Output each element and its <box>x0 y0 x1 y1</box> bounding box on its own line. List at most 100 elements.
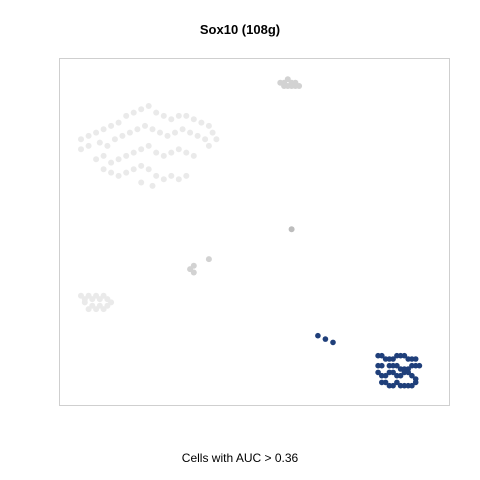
scatter-point-below-threshold-36 <box>202 136 209 143</box>
plot-frame <box>59 58 450 406</box>
scatter-point-below-threshold-80 <box>100 306 107 313</box>
scatter-point-below-threshold-41 <box>115 156 122 163</box>
scatter-point-above-threshold-13 <box>412 356 419 362</box>
scatter-point-below-threshold-1 <box>85 132 92 139</box>
scatter-point-below-threshold-15 <box>190 116 197 123</box>
scatter-point-below-threshold-4 <box>108 122 115 129</box>
scatter-point-below-threshold-35 <box>194 132 201 139</box>
scatter-point-above-threshold-29 <box>390 369 396 376</box>
scatter-point-below-threshold-49 <box>175 146 182 153</box>
scatter-point-below-threshold-43 <box>130 149 137 156</box>
scatter-point-above-threshold-15 <box>379 362 385 369</box>
scatter-point-above-threshold-33 <box>405 369 412 376</box>
scatter-point-above-threshold-39 <box>390 382 396 389</box>
scatter-point-above-threshold-4 <box>379 352 385 359</box>
scatter-point-below-threshold-26 <box>126 129 133 136</box>
scatter-point-below-threshold-45 <box>145 142 152 149</box>
scatter-point-below-threshold-40 <box>108 159 115 166</box>
scatter-point-below-threshold-0 <box>78 136 84 143</box>
scatter-point-below-threshold-65 <box>149 182 156 189</box>
scatter-point-above-threshold-2 <box>330 339 336 346</box>
scatter-point-below-threshold-79 <box>93 306 100 313</box>
scatter-point-below-threshold-53 <box>108 169 115 176</box>
scatter-point-below-threshold-6 <box>123 112 130 119</box>
scatter-point-below-threshold-23 <box>104 142 111 149</box>
scatter-point-below-threshold-mid-12 <box>190 262 197 269</box>
scatter-point-below-threshold-dark-0 <box>288 226 295 233</box>
scatter-point-below-threshold-14 <box>183 112 190 119</box>
scatter-point-below-threshold-mid-13 <box>205 256 212 263</box>
scatter-point-above-threshold-34 <box>409 372 415 379</box>
scatter-point-below-threshold-11 <box>160 112 167 119</box>
scatter-point-below-threshold-20 <box>78 146 84 153</box>
scatter-point-below-threshold-22 <box>96 139 103 146</box>
scatter-point-below-threshold-39 <box>100 152 107 159</box>
scatter-point-below-threshold-30 <box>157 129 163 136</box>
scatter-point-below-threshold-19 <box>213 136 220 143</box>
scatter-point-below-threshold-3 <box>100 126 107 133</box>
chart-title: Sox10 (108g) <box>199 22 281 37</box>
scatter-point-below-threshold-27 <box>134 126 141 133</box>
scatter-point-below-threshold-8 <box>138 106 145 113</box>
scatter-point-below-threshold-5 <box>115 119 122 126</box>
scatter-point-below-threshold-51 <box>190 152 197 159</box>
scatter-point-below-threshold-47 <box>160 152 167 159</box>
scatter-point-below-threshold-33 <box>179 126 186 133</box>
points-layer <box>78 76 423 389</box>
scatter-point-above-threshold-37 <box>382 379 389 386</box>
scatter-point-below-threshold-52 <box>100 166 107 173</box>
scatter-point-below-threshold-mid-9 <box>292 79 299 86</box>
scatter-point-above-threshold-45 <box>412 379 419 386</box>
scatter-point-below-threshold-9 <box>145 103 152 109</box>
scatter-point-above-threshold-44 <box>409 382 415 389</box>
scatter-point-below-threshold-mid-11 <box>190 269 197 276</box>
scatter-point-above-threshold-31 <box>397 372 404 379</box>
scatter-point-above-threshold-18 <box>394 362 400 369</box>
scatter-point-below-threshold-64 <box>138 179 145 186</box>
scatter-point-below-threshold-16 <box>198 119 205 126</box>
scatter-point-below-threshold-32 <box>172 129 178 136</box>
scatter-point-below-threshold-31 <box>164 132 171 139</box>
scatter-point-below-threshold-58 <box>145 166 152 173</box>
scatter-point-below-threshold-17 <box>205 122 212 129</box>
scatter-point-below-threshold-44 <box>138 146 145 153</box>
scatter-point-below-threshold-62 <box>175 176 182 183</box>
chart-caption: Cells with AUC > 0.36 <box>181 451 299 465</box>
scatter-point-above-threshold-10 <box>401 352 408 359</box>
scatter-point-above-threshold-25 <box>375 369 381 376</box>
scatter-point-below-threshold-63 <box>183 172 190 179</box>
scatter-point-below-threshold-50 <box>183 149 190 156</box>
scatter-point-above-threshold-1 <box>322 336 329 342</box>
scatter-point-below-threshold-48 <box>168 149 175 156</box>
scatter-point-below-threshold-59 <box>153 172 160 179</box>
scatter-point-above-threshold-0 <box>315 332 321 339</box>
scatter-point-below-threshold-56 <box>130 166 137 173</box>
scatter-point-below-threshold-25 <box>119 132 126 139</box>
scatter-point-below-threshold-18 <box>209 129 216 136</box>
scatter-point-below-threshold-24 <box>111 136 118 143</box>
scatter-point-below-threshold-2 <box>93 129 100 136</box>
scatter-point-below-threshold-38 <box>93 156 100 163</box>
scatter-point-below-threshold-mid-8 <box>281 79 288 86</box>
scatter-point-below-threshold-7 <box>130 109 137 116</box>
scatter-point-below-threshold-21 <box>85 142 92 149</box>
scatter-point-below-threshold-54 <box>115 172 122 179</box>
scatter-point-below-threshold-78 <box>85 306 92 313</box>
scatter-point-above-threshold-40 <box>394 379 400 386</box>
scatter-point-below-threshold-37 <box>205 142 212 149</box>
scatter-point-below-threshold-29 <box>149 126 156 133</box>
scatter-point-below-threshold-10 <box>153 109 160 116</box>
scatter-point-below-threshold-74 <box>81 299 88 306</box>
scatter-point-above-threshold-27 <box>382 372 389 379</box>
scatter-point-below-threshold-12 <box>168 116 175 123</box>
scatter-point-below-threshold-42 <box>123 152 130 159</box>
scatter-point-below-threshold-55 <box>123 169 130 176</box>
scatter-point-above-threshold-24 <box>416 362 423 369</box>
scatter-point-below-threshold-46 <box>153 149 160 156</box>
scatter-point-below-threshold-57 <box>138 162 145 169</box>
scatter-point-below-threshold-13 <box>175 112 182 119</box>
scatter-point-below-threshold-61 <box>168 172 175 179</box>
scatter-point-below-threshold-34 <box>187 129 194 136</box>
scatter-point-below-threshold-81 <box>108 299 115 306</box>
